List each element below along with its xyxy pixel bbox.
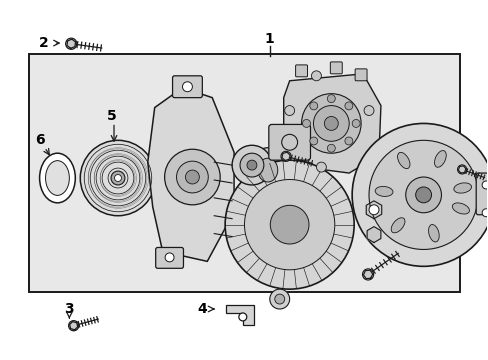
- Ellipse shape: [451, 203, 468, 214]
- FancyBboxPatch shape: [268, 125, 310, 160]
- Circle shape: [324, 117, 338, 130]
- Circle shape: [165, 253, 174, 262]
- Circle shape: [316, 162, 325, 172]
- Circle shape: [309, 137, 317, 145]
- Ellipse shape: [453, 183, 470, 193]
- Circle shape: [114, 175, 121, 181]
- Ellipse shape: [248, 148, 286, 192]
- Circle shape: [111, 171, 124, 185]
- Circle shape: [311, 71, 321, 81]
- Circle shape: [481, 209, 488, 217]
- Text: 2: 2: [39, 36, 48, 50]
- Circle shape: [344, 137, 352, 145]
- Circle shape: [164, 149, 220, 205]
- Circle shape: [232, 145, 271, 185]
- Polygon shape: [366, 227, 380, 243]
- FancyBboxPatch shape: [475, 173, 488, 215]
- Circle shape: [368, 205, 378, 215]
- Circle shape: [309, 102, 317, 110]
- Circle shape: [182, 82, 192, 92]
- Circle shape: [351, 120, 359, 127]
- Polygon shape: [282, 152, 289, 161]
- FancyBboxPatch shape: [155, 247, 183, 268]
- Ellipse shape: [374, 186, 392, 197]
- Circle shape: [224, 160, 353, 289]
- Text: 3: 3: [64, 302, 74, 316]
- Ellipse shape: [427, 225, 438, 242]
- Circle shape: [405, 177, 441, 213]
- Circle shape: [368, 140, 477, 249]
- Circle shape: [244, 180, 334, 270]
- Circle shape: [176, 161, 208, 193]
- Circle shape: [284, 105, 294, 116]
- Polygon shape: [225, 305, 253, 325]
- Circle shape: [344, 102, 352, 110]
- Circle shape: [301, 94, 360, 153]
- FancyBboxPatch shape: [330, 62, 342, 74]
- Ellipse shape: [257, 158, 277, 182]
- Ellipse shape: [45, 161, 69, 195]
- Polygon shape: [147, 88, 234, 261]
- Polygon shape: [283, 74, 380, 173]
- Polygon shape: [457, 166, 465, 173]
- FancyBboxPatch shape: [295, 65, 307, 77]
- Polygon shape: [67, 39, 75, 48]
- Circle shape: [246, 160, 256, 170]
- Circle shape: [313, 105, 348, 141]
- Circle shape: [351, 123, 488, 266]
- Ellipse shape: [40, 153, 75, 203]
- Circle shape: [415, 187, 431, 203]
- Circle shape: [240, 153, 264, 177]
- FancyBboxPatch shape: [354, 69, 366, 81]
- Circle shape: [326, 144, 335, 152]
- Text: 4: 4: [197, 302, 207, 316]
- Ellipse shape: [434, 150, 446, 167]
- Ellipse shape: [390, 218, 404, 233]
- Polygon shape: [363, 270, 372, 279]
- Circle shape: [302, 120, 310, 127]
- Circle shape: [364, 105, 373, 116]
- Circle shape: [269, 289, 289, 309]
- Circle shape: [238, 313, 246, 321]
- FancyBboxPatch shape: [172, 76, 202, 98]
- Circle shape: [481, 181, 488, 189]
- Polygon shape: [69, 321, 78, 330]
- Polygon shape: [366, 201, 381, 219]
- Text: 1: 1: [264, 32, 274, 46]
- Circle shape: [274, 294, 284, 304]
- Circle shape: [270, 205, 308, 244]
- Text: 6: 6: [35, 133, 44, 147]
- Bar: [29, 54, 459, 292]
- Text: 5: 5: [107, 108, 117, 122]
- Circle shape: [185, 170, 199, 184]
- Circle shape: [80, 140, 155, 216]
- Circle shape: [326, 95, 335, 103]
- Ellipse shape: [397, 152, 409, 168]
